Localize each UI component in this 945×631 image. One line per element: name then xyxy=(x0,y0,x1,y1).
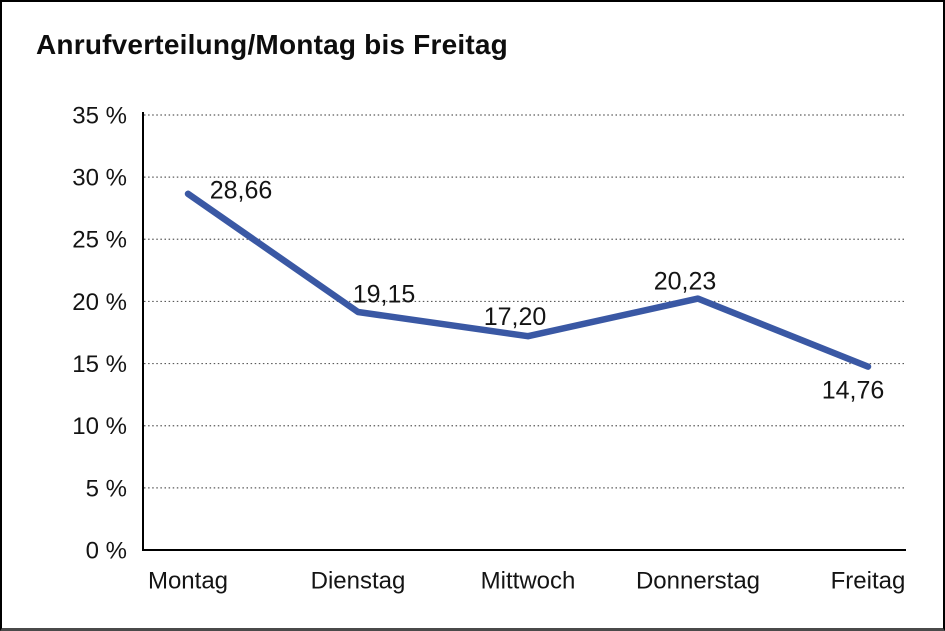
y-tick-label: 35 % xyxy=(72,102,127,129)
x-category-label: Dienstag xyxy=(311,567,406,594)
x-category-label: Donnerstag xyxy=(636,567,760,594)
data-series-line xyxy=(184,190,872,370)
data-point-label: 19,15 xyxy=(353,281,416,309)
x-category-label: Freitag xyxy=(831,567,906,594)
data-point-label: 14,76 xyxy=(822,376,885,404)
y-tick-label: 25 % xyxy=(72,227,127,254)
y-tick-label: 30 % xyxy=(72,165,127,192)
y-tick-label: 10 % xyxy=(72,413,127,440)
y-tick-label: 0 % xyxy=(86,537,127,564)
y-tick-label: 15 % xyxy=(72,351,127,378)
x-category-label: Montag xyxy=(148,567,228,594)
y-tick-label: 5 % xyxy=(86,475,127,502)
y-tick-label: 20 % xyxy=(72,289,127,316)
x-category-label: Mittwoch xyxy=(481,567,576,594)
data-point-label: 17,20 xyxy=(484,303,547,331)
data-point-label: 20,23 xyxy=(654,267,717,295)
data-point-label: 28,66 xyxy=(210,177,273,205)
chart-title: Anrufverteilung/Montag bis Freitag xyxy=(36,29,508,60)
